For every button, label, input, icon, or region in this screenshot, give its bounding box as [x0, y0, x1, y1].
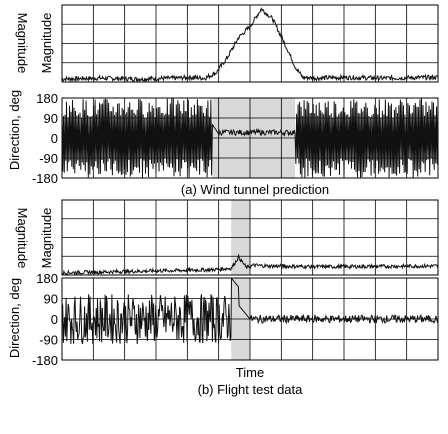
panel-b-direction-trace	[61, 277, 439, 345]
y-tick-label: -180	[32, 353, 58, 368]
y-tick-label: 90	[44, 111, 58, 126]
panel-a-direction: Direction, deg 180 90 0 -90 -180	[7, 90, 439, 186]
time-label: Time	[236, 365, 264, 380]
panel-a-magnitude-trace	[61, 7, 439, 83]
panel-b-direction-ylabel: Direction, deg	[7, 278, 22, 358]
panel-a-magnitude: Magnitude Magnitude	[15, 4, 439, 83]
panel-a-direction-trace	[61, 98, 439, 178]
y-tick-label: 90	[44, 292, 58, 307]
panel-b-magnitude-grid	[62, 200, 438, 275]
panel-a-magnitude-ylabel: Magnitude	[39, 13, 54, 74]
panel-b-direction-ticks: 180 90 0 -90 -180	[32, 271, 58, 368]
y-tick-label: -90	[39, 151, 58, 166]
y-tick-label: -180	[32, 171, 58, 186]
panel-b-direction: Direction, deg 180 90 0 -90 -180	[7, 271, 439, 368]
caption-b: (b) Flight test data	[198, 382, 304, 397]
panel-b-magnitude: Magnitude Magnitude	[15, 199, 439, 276]
panel-b-magnitude-ylabel-2: Magnitude	[15, 208, 30, 269]
panel-b-magnitude-ylabel: Magnitude	[39, 208, 54, 269]
caption-a: (a) Wind tunnel prediction	[181, 182, 329, 197]
panel-b-magnitude-trace	[61, 253, 439, 276]
y-tick-label: -90	[39, 333, 58, 348]
y-tick-label: 180	[36, 271, 58, 286]
y-tick-label: 0	[51, 312, 58, 327]
panel-a-direction-ticks: 180 90 0 -90 -180	[32, 91, 58, 186]
y-tick-label: 180	[36, 91, 58, 106]
panel-a-direction-ylabel: Direction, deg	[7, 90, 22, 170]
panel-a-magnitude-grid	[62, 5, 438, 82]
panel-a-magnitude-ylabel-2: Magnitude	[15, 13, 30, 74]
y-tick-label: 0	[51, 131, 58, 146]
